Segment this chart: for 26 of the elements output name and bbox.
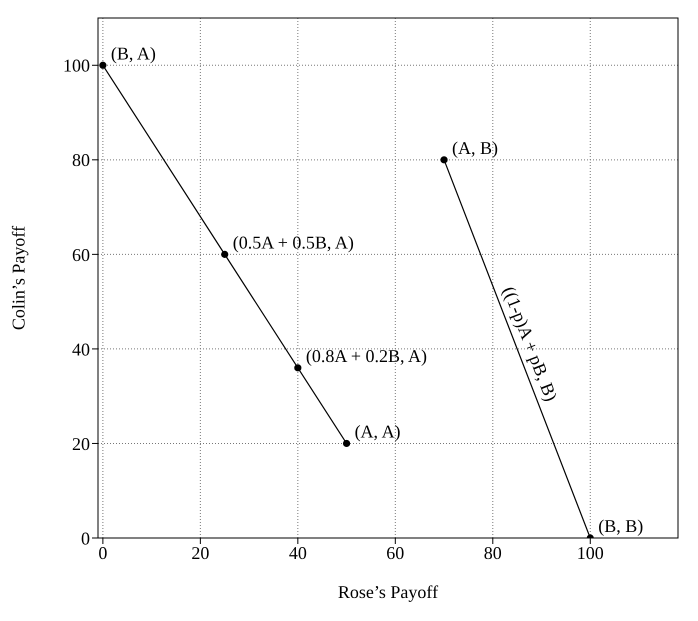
x-axis-title: Rose’s Payoff — [338, 582, 438, 602]
x-tick-label: 20 — [191, 542, 210, 563]
x-tick-label: 0 — [98, 542, 108, 563]
point — [99, 62, 106, 69]
point — [440, 156, 448, 164]
y-tick-label: 60 — [72, 244, 90, 265]
annotation: (B, A) — [110, 43, 156, 64]
x-tick-label: 60 — [386, 542, 404, 563]
point — [221, 250, 228, 258]
x-tick-label: 80 — [484, 542, 502, 563]
x-tick-label: 40 — [288, 542, 307, 563]
y-tick-label: 20 — [72, 434, 90, 454]
annotation: (0.8A + 0.2B, A) — [306, 346, 428, 366]
y-tick-label: 40 — [72, 339, 90, 360]
y-tick-label: 0 — [81, 528, 90, 548]
x-tick-label: 100 — [576, 542, 604, 563]
text: ((1-p)A + pB, B) — [499, 284, 562, 404]
y-axis-title: Colin’s Payoff — [8, 226, 28, 330]
annotation: (A, A) — [354, 421, 401, 442]
point — [294, 364, 302, 372]
y-tick-label: 80 — [72, 150, 90, 170]
annotation: (0.5A + 0.5B, A) — [232, 232, 354, 252]
point — [342, 440, 350, 448]
annotation: (B, B) — [598, 516, 644, 536]
y-tick-label: 100 — [63, 56, 90, 76]
annotation: (A, B) — [452, 138, 498, 158]
